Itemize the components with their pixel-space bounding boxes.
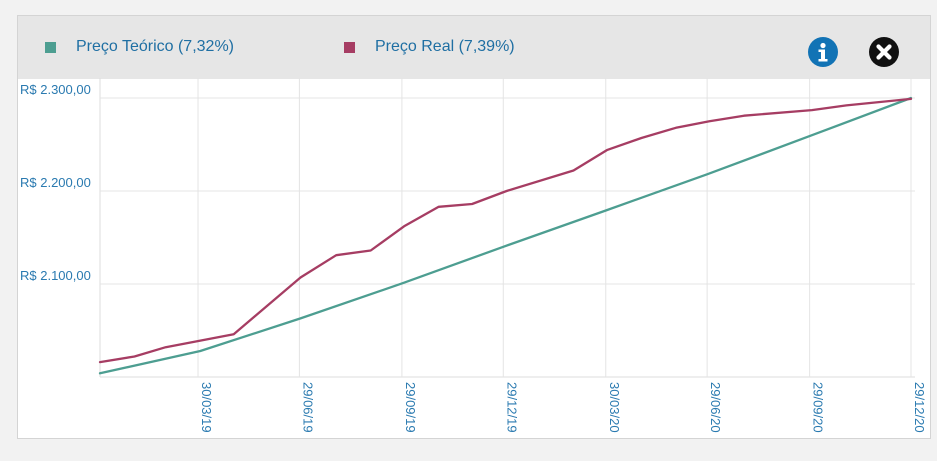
- legend-item-real-price[interactable]: Preço Real (7,39%): [344, 38, 515, 56]
- y-tick-label: R$ 2.300,00: [20, 82, 91, 97]
- y-axis: R$ 2.100,00 R$ 2.200,00 R$ 2.300,00: [20, 82, 91, 283]
- x-tick-label: 29/06/19: [300, 382, 315, 433]
- close-icon[interactable]: [869, 37, 899, 67]
- series-line: [98, 96, 913, 375]
- info-icon[interactable]: [808, 37, 838, 67]
- y-tick-label: R$ 2.200,00: [20, 175, 91, 190]
- legend-label-theoretical: Preço Teórico (7,32%): [76, 38, 234, 55]
- x-tick-label: 30/03/20: [607, 382, 622, 433]
- series-line: [98, 97, 913, 364]
- legend-swatch-real: [344, 41, 355, 53]
- x-axis: 30/03/19 29/06/19 29/09/19 29/12/19 30/03/20…: [199, 382, 927, 433]
- x-tick-label: 30/03/19: [199, 382, 214, 433]
- legend-item-theoretical-price[interactable]: Preço Teórico (7,32%): [45, 38, 234, 56]
- x-tick-label: 29/09/20: [811, 382, 826, 433]
- x-tick-label: 29/06/20: [708, 382, 723, 433]
- legend-swatch-theoretical: [45, 41, 56, 53]
- x-tick-label: 29/12/19: [504, 382, 519, 433]
- chart-card: Preço Teórico (7,32%) Preço Real (7,39%)…: [17, 15, 931, 439]
- grid: [99, 78, 915, 378]
- chart-header: Preço Teórico (7,32%) Preço Real (7,39%): [18, 16, 930, 79]
- series-lines: [98, 96, 913, 375]
- x-tick-label: 29/12/20: [912, 382, 927, 433]
- y-tick-label: R$ 2.100,00: [20, 268, 91, 283]
- legend-label-real: Preço Real (7,39%): [375, 38, 515, 55]
- x-tick-label: 29/09/19: [403, 382, 418, 433]
- line-chart: R$ 2.100,00 R$ 2.200,00 R$ 2.300,00 30/03/…: [20, 78, 927, 433]
